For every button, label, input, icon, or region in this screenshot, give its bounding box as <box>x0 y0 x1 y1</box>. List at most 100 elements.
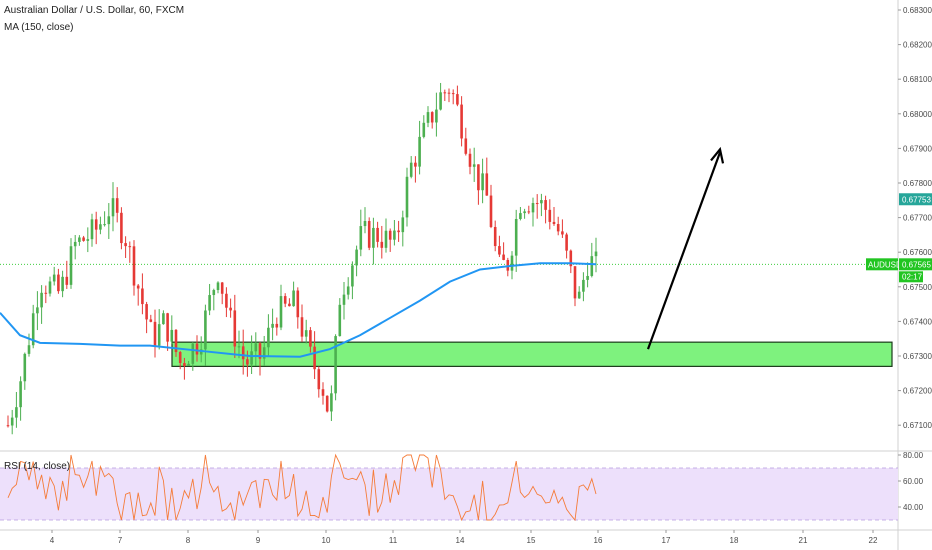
candle-body <box>288 303 291 307</box>
candle-body <box>99 224 102 230</box>
candle-body <box>330 393 333 412</box>
candle-body <box>246 359 249 365</box>
candle-body <box>460 104 463 139</box>
price-axis-label: 0.67900 <box>903 144 932 153</box>
candle-body <box>309 330 312 347</box>
candle-body <box>523 211 526 214</box>
rsi-axis-label: 80.00 <box>903 451 924 460</box>
candle-body <box>435 109 438 123</box>
target-arrow-shaft[interactable] <box>646 152 722 350</box>
moving-average-line <box>0 262 597 358</box>
candle-body <box>241 346 245 360</box>
candle-body <box>23 353 27 382</box>
candle-body <box>464 138 468 154</box>
target-arrow-head[interactable] <box>710 146 725 164</box>
candle-body <box>78 237 81 242</box>
candle-body <box>535 203 539 205</box>
candle-body <box>237 346 241 348</box>
candle-body <box>544 200 547 210</box>
price-axis-label: 0.68300 <box>903 6 932 15</box>
candle-body <box>527 211 531 213</box>
candle-body <box>82 237 85 241</box>
candle-body <box>107 216 111 225</box>
symbol-tag-label: AUDUSD <box>868 260 902 269</box>
candle-body <box>485 173 489 196</box>
candle-body <box>489 195 493 227</box>
candle-body <box>48 281 52 294</box>
candle-body <box>577 291 581 299</box>
candle-body <box>10 417 14 426</box>
candle-body <box>19 381 22 408</box>
candle-body <box>40 292 43 308</box>
symbol-legend[interactable]: Australian Dollar / U.S. Dollar, 60, FXC… <box>4 5 185 16</box>
candle-body <box>531 203 535 213</box>
price-axis-label: 0.67800 <box>903 179 932 188</box>
time-axis-label: 16 <box>594 536 603 545</box>
candle-body <box>468 153 472 167</box>
candle-body <box>422 122 426 137</box>
candle-body <box>103 224 106 226</box>
candle-body <box>220 282 224 294</box>
candle-body <box>384 230 388 248</box>
candle-body <box>594 251 598 257</box>
candle-body <box>351 265 354 287</box>
candle-body <box>414 162 417 167</box>
candle-body <box>367 221 371 248</box>
candle-body <box>279 296 283 328</box>
candle-body <box>376 227 379 242</box>
candle-body <box>65 276 69 285</box>
candle-body <box>36 307 39 314</box>
candle-body <box>69 246 73 285</box>
candle-body <box>27 345 31 354</box>
candle-body <box>15 407 18 418</box>
candle-body <box>254 343 258 352</box>
ma-legend[interactable]: MA (150, close) <box>4 22 74 33</box>
candle-body <box>338 304 342 337</box>
candle-body <box>359 226 363 250</box>
candle-body <box>304 330 308 337</box>
candle-body <box>321 389 325 396</box>
candle-body <box>397 230 400 233</box>
candle-body <box>157 324 161 346</box>
candle-body <box>115 198 119 213</box>
candle-body <box>262 347 266 359</box>
candle-body <box>477 164 480 191</box>
candle-body <box>258 343 262 359</box>
candle-body <box>481 173 484 191</box>
time-axis-label: 21 <box>799 536 808 545</box>
candle-body <box>178 352 182 364</box>
candle-body <box>586 275 589 280</box>
candles <box>6 82 598 435</box>
candle-body <box>170 329 174 342</box>
candle-body <box>540 200 543 204</box>
candle-body <box>61 276 64 292</box>
candle-body <box>136 285 140 289</box>
candle-body <box>145 304 148 320</box>
candle-body <box>153 321 157 346</box>
price-axis-label: 0.68200 <box>903 41 932 50</box>
candle-body <box>300 317 304 337</box>
candle-body <box>514 219 518 256</box>
candle-body <box>447 92 451 94</box>
rsi-legend[interactable]: RSI (14, close) <box>4 461 71 472</box>
support-zone[interactable] <box>171 341 893 367</box>
candle-body <box>204 310 207 350</box>
rsi-band <box>0 468 898 520</box>
candle-body <box>94 219 98 230</box>
candle-body <box>502 254 505 260</box>
candle-body <box>443 92 447 94</box>
candle-body <box>86 239 90 241</box>
price-axis-label: 0.68100 <box>903 75 932 84</box>
current-price-tag-label: 0.67565 <box>902 260 931 269</box>
time-axis-label: 22 <box>869 536 878 545</box>
candle-body <box>456 94 459 105</box>
candle-body <box>472 164 476 167</box>
candle-body <box>111 198 115 217</box>
candle-body <box>187 363 190 366</box>
candle-body <box>519 213 522 220</box>
candle-body <box>346 286 350 295</box>
candle-body <box>313 346 316 370</box>
candle-body <box>372 227 375 248</box>
